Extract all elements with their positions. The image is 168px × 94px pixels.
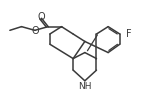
Text: F: F — [127, 29, 132, 39]
Text: O: O — [31, 26, 39, 36]
Text: O: O — [38, 12, 45, 22]
Text: NH: NH — [78, 82, 92, 91]
